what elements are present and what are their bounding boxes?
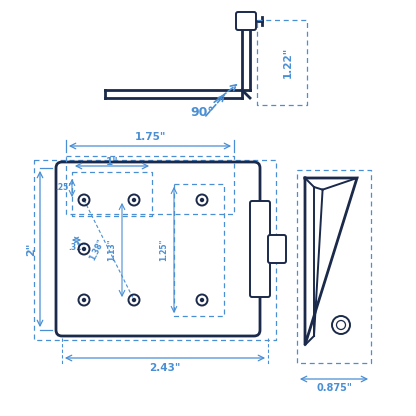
Text: 1": 1"	[106, 157, 119, 167]
FancyBboxPatch shape	[250, 201, 270, 297]
Circle shape	[201, 299, 203, 302]
FancyBboxPatch shape	[56, 162, 260, 336]
Circle shape	[133, 299, 136, 302]
FancyBboxPatch shape	[268, 235, 286, 263]
Circle shape	[201, 198, 203, 201]
Text: 1.13": 1.13"	[107, 239, 116, 261]
Text: 90°: 90°	[190, 106, 214, 119]
FancyBboxPatch shape	[236, 12, 256, 30]
Circle shape	[82, 299, 86, 302]
Text: 1.25": 1.25"	[159, 239, 168, 261]
Circle shape	[82, 248, 86, 250]
Text: 0.875": 0.875"	[316, 383, 352, 393]
Text: .31": .31"	[68, 243, 85, 253]
Text: 1.22": 1.22"	[283, 47, 293, 78]
Circle shape	[82, 198, 86, 201]
Text: 2": 2"	[26, 242, 36, 256]
Circle shape	[133, 198, 136, 201]
Text: .25": .25"	[55, 183, 73, 193]
Text: 1.75": 1.75"	[134, 132, 166, 142]
Text: 1.38": 1.38"	[88, 238, 106, 262]
Text: 2.43": 2.43"	[149, 363, 181, 373]
